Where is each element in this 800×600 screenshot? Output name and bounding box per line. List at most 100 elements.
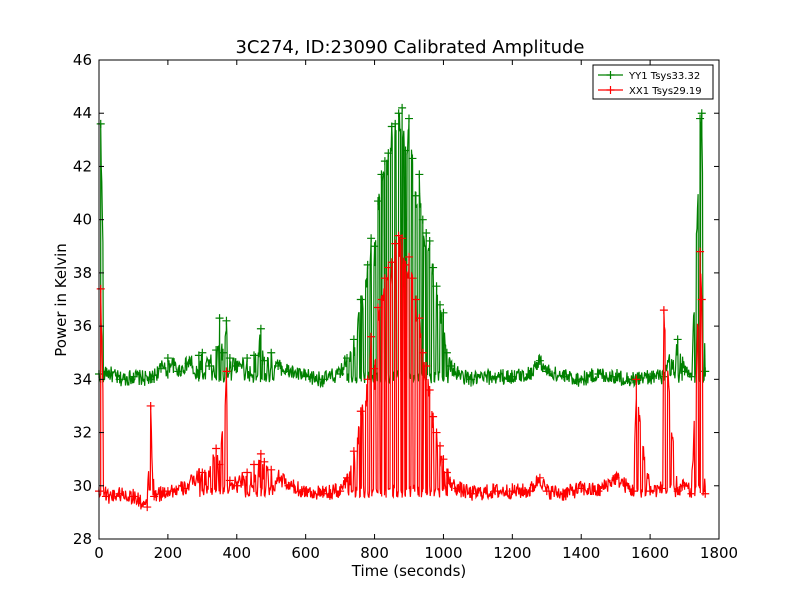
data-point-marker <box>701 489 710 498</box>
data-point-marker <box>446 362 455 371</box>
data-point-marker <box>367 234 376 243</box>
data-point-marker <box>542 367 551 376</box>
data-point-marker <box>377 295 386 304</box>
data-point-marker <box>453 484 462 493</box>
series-yy1 <box>95 103 710 389</box>
data-point-marker <box>115 489 124 498</box>
chart-title: 3C274, ID:23090 Calibrated Amplitude <box>235 37 584 58</box>
data-point-marker <box>391 239 400 248</box>
data-point-marker <box>401 146 410 155</box>
legend-label: XX1 Tsys29.19 <box>629 86 702 97</box>
data-point-marker <box>415 170 424 179</box>
data-point-marker <box>439 455 448 464</box>
data-point-marker <box>696 114 705 123</box>
data-point-marker <box>436 300 444 309</box>
series-line <box>98 235 706 510</box>
legend-marker <box>606 86 615 94</box>
data-point-marker <box>611 372 620 381</box>
legend: YY1 Tsys33.32 XX1 Tsys29.19 <box>592 64 714 100</box>
data-point-marker <box>408 154 417 163</box>
x-tick-label: 200 <box>154 544 183 562</box>
data-point-marker <box>398 103 407 112</box>
data-point-marker <box>525 370 534 379</box>
data-point-marker <box>467 489 475 498</box>
data-point-marker <box>343 354 351 363</box>
y-axis-label: Power in Kelvin <box>52 243 70 357</box>
series-xx1 <box>95 231 710 512</box>
x-tick-label: 400 <box>222 544 251 562</box>
data-point-marker <box>129 492 138 501</box>
data-point-marker <box>243 468 252 477</box>
x-tick-label: 1200 <box>493 544 531 562</box>
data-point-marker <box>439 308 448 317</box>
data-point-marker <box>508 487 517 496</box>
data-point-marker <box>411 295 420 304</box>
data-point-marker <box>363 375 372 384</box>
data-point-marker <box>673 487 682 496</box>
data-point-marker <box>363 260 372 269</box>
data-point-marker <box>198 468 207 477</box>
data-point-marker <box>560 489 568 498</box>
data-point-marker <box>391 119 400 128</box>
data-point-marker <box>418 348 427 357</box>
data-point-marker <box>697 109 706 118</box>
y-tick-label: 44 <box>73 104 92 122</box>
data-point-marker <box>349 447 358 456</box>
x-tick-label: 1800 <box>700 544 738 562</box>
data-point-marker <box>243 354 252 363</box>
data-point-marker <box>301 372 310 381</box>
legend-label: YY1 Tsys33.32 <box>628 71 700 82</box>
data-point-marker <box>680 481 689 490</box>
data-point-marker <box>212 444 221 453</box>
data-point-marker <box>577 484 586 493</box>
data-point-marker <box>491 487 500 496</box>
y-tick-label: 28 <box>73 530 92 548</box>
x-tick-label: 600 <box>291 544 320 562</box>
data-point-marker <box>673 335 682 344</box>
x-axis-label: Time (seconds) <box>351 562 467 580</box>
data-point-marker <box>370 242 379 251</box>
data-point-marker <box>658 484 667 493</box>
x-tick-label: 0 <box>94 544 104 562</box>
data-point-marker <box>535 473 544 482</box>
x-tick-label: 1400 <box>562 544 600 562</box>
data-point-marker <box>659 306 668 315</box>
data-point-marker <box>343 473 351 482</box>
data-point-marker <box>422 228 431 237</box>
data-point-marker <box>696 247 705 256</box>
data-point-marker <box>215 314 224 323</box>
y-tick-label: 36 <box>73 317 92 335</box>
data-point-marker <box>267 348 276 357</box>
y-tick-label: 30 <box>73 477 92 495</box>
data-point-marker <box>432 428 441 437</box>
data-point-marker <box>491 372 500 381</box>
x-tick-label: 1000 <box>424 544 462 562</box>
data-point-marker <box>646 487 655 496</box>
data-point-marker <box>96 119 105 128</box>
legend-marker <box>606 71 615 79</box>
data-point-marker <box>356 407 365 416</box>
y-tick-label: 40 <box>73 211 92 229</box>
plot-frame <box>98 59 720 540</box>
data-point-marker <box>401 260 410 269</box>
data-point-marker <box>260 356 269 365</box>
data-point-marker <box>387 258 396 267</box>
y-tick-label: 34 <box>73 370 92 388</box>
data-point-marker <box>429 412 438 421</box>
data-point-marker <box>143 503 152 512</box>
data-point-marker <box>611 473 620 482</box>
data-point-marker <box>336 487 345 496</box>
data-point-marker <box>377 170 386 179</box>
data-point-marker <box>577 375 586 384</box>
ticks-layer: 0 200 400 600 800 1000 1200 1400 1600 1800 28 30 32 3… <box>73 51 738 562</box>
data-point-marker <box>442 348 451 357</box>
data-point-marker <box>225 476 234 485</box>
data-point-marker <box>250 460 258 469</box>
data-point-marker <box>594 487 603 496</box>
series-layer <box>95 103 710 512</box>
data-point-marker <box>405 114 413 123</box>
data-point-marker <box>508 372 517 381</box>
data-point-marker <box>525 487 534 496</box>
data-point-marker <box>256 324 265 333</box>
data-point-marker <box>425 236 434 245</box>
